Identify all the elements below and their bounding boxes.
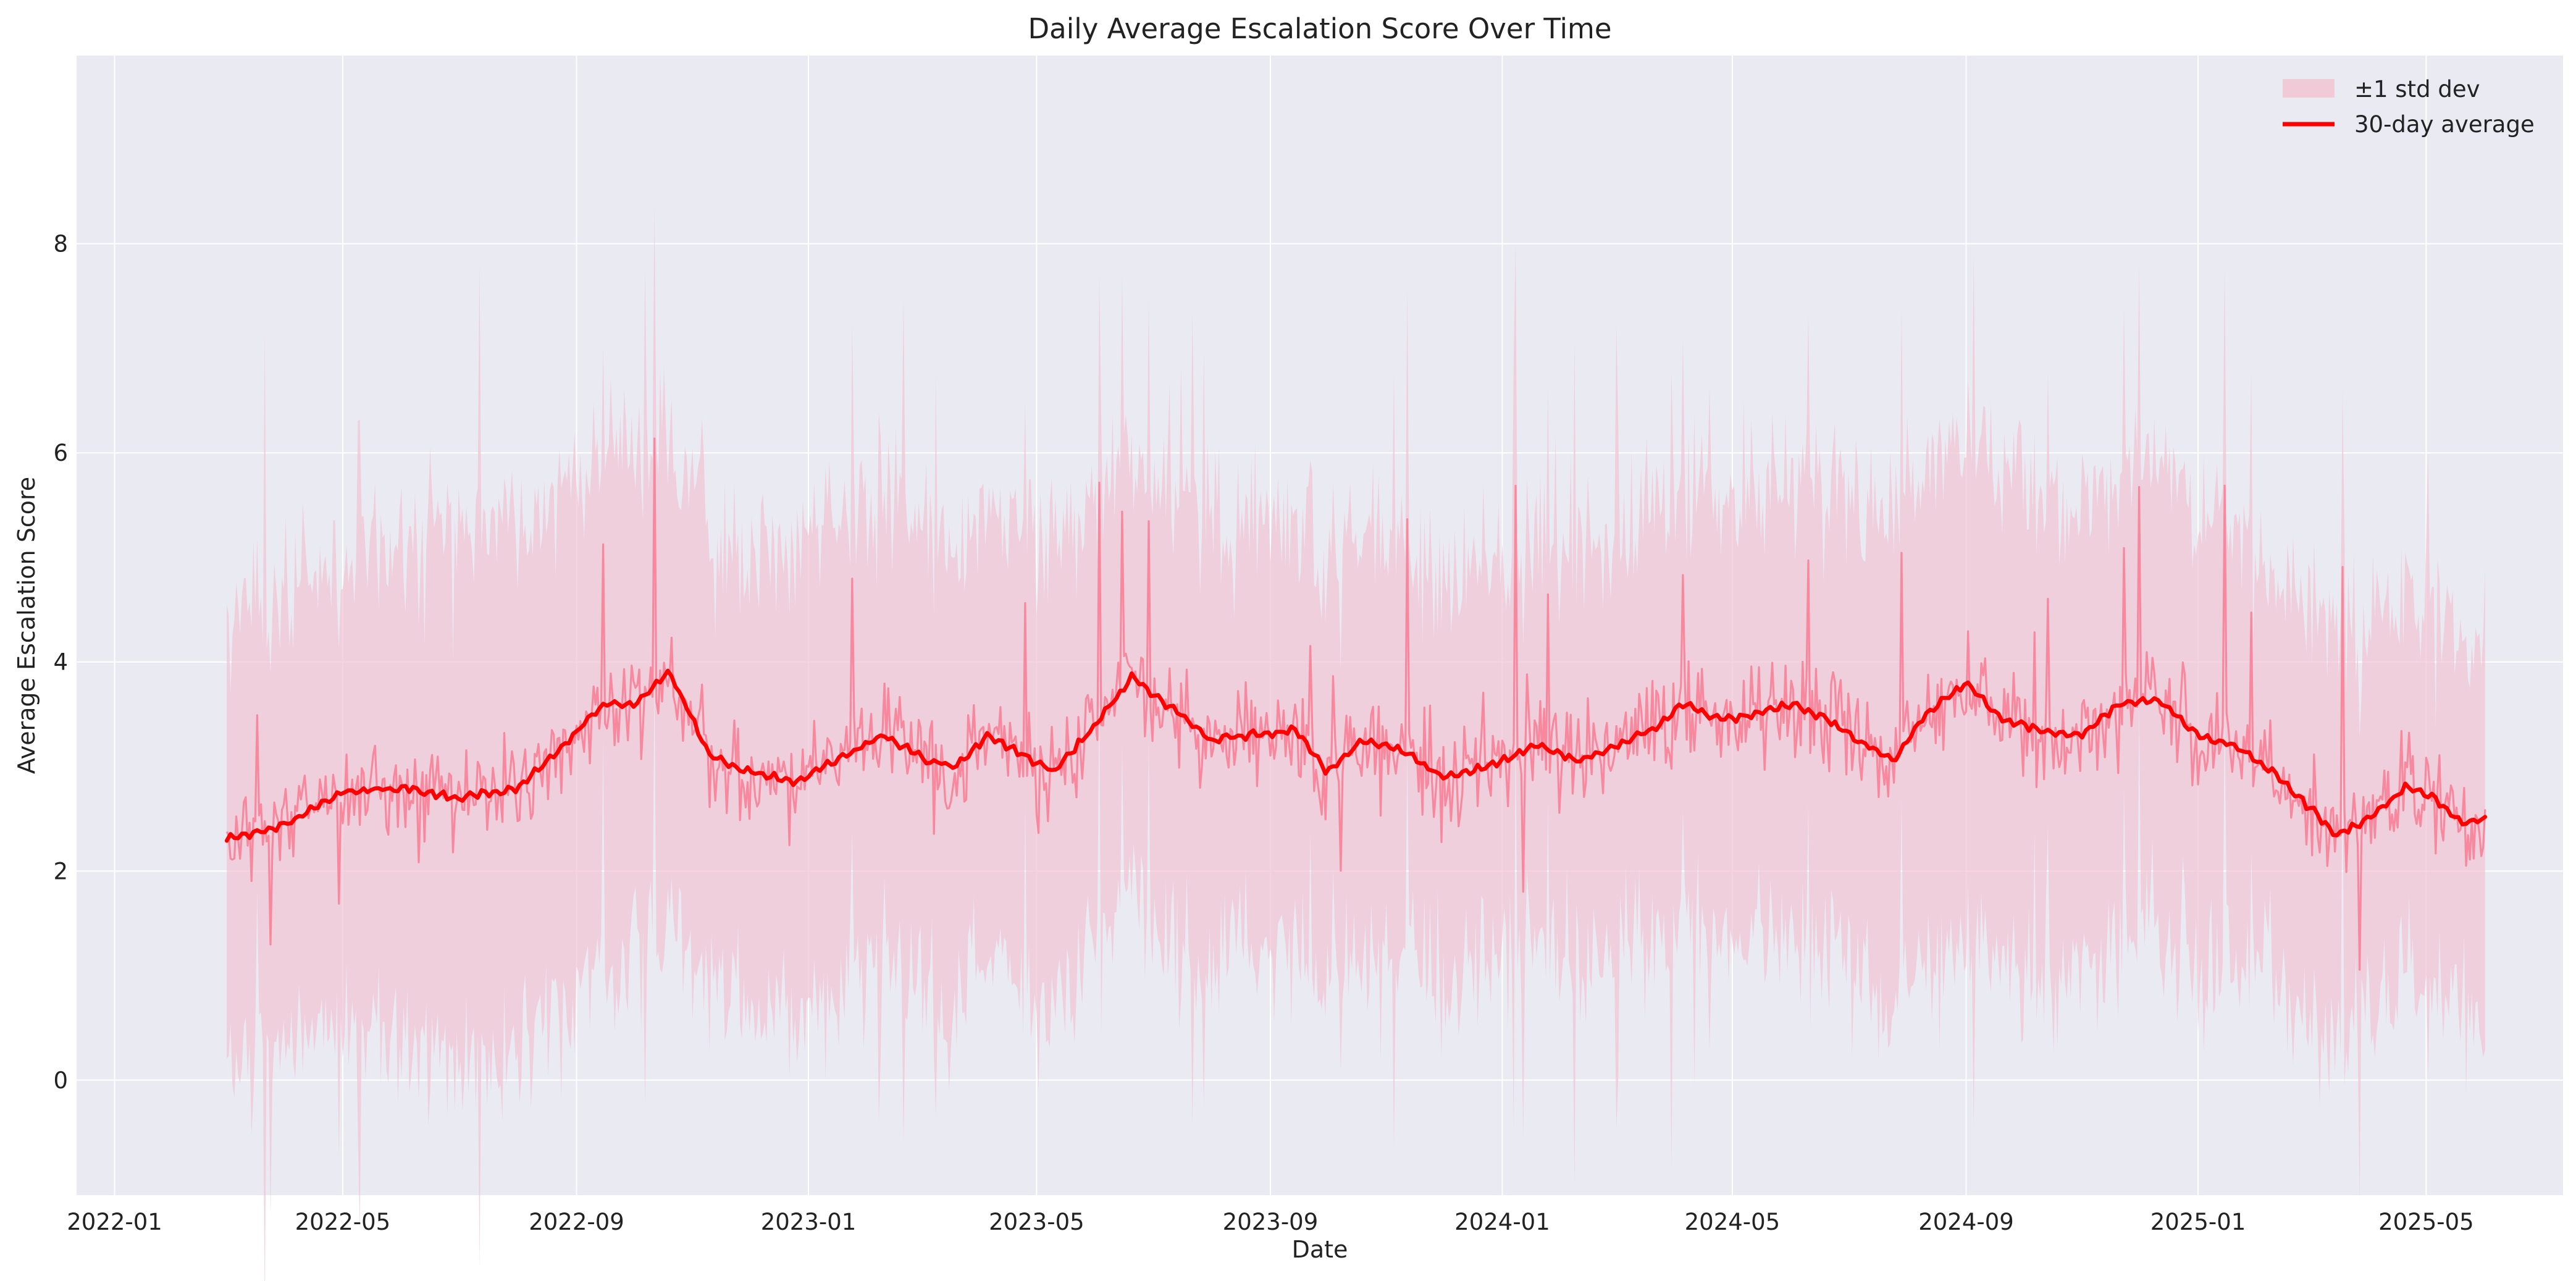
x-tick-label: 2023-09 [1223, 1209, 1319, 1235]
x-axis-label: Date [1292, 1236, 1348, 1263]
y-tick-label: 6 [53, 440, 68, 466]
daily-series-layer [225, 437, 2486, 971]
daily-average-line [225, 437, 2486, 971]
legend: ±1 std dev 30-day average [2283, 76, 2535, 138]
x-tick-label: 2025-05 [2378, 1209, 2474, 1235]
x-tick-labels: 2022-01 2022-05 2022-09 2023-01 2023-05 2023-… [67, 1209, 2473, 1235]
x-tick-label: 2024-01 [1454, 1209, 1550, 1235]
rolling-average-layer [224, 668, 2488, 843]
chart-title: Daily Average Escalation Score Over Time [1028, 12, 1611, 45]
x-tick-label: 2024-05 [1685, 1209, 1781, 1235]
y-tick-label: 0 [53, 1067, 68, 1094]
x-tick-label: 2022-05 [295, 1209, 391, 1235]
legend-label-std-dev: ±1 std dev [2354, 76, 2480, 103]
legend-swatch-std-dev [2283, 79, 2335, 98]
y-tick-label: 4 [53, 649, 68, 676]
x-tick-label: 2023-01 [761, 1209, 857, 1235]
legend-label-30-day-average: 30-day average [2354, 111, 2535, 138]
x-tick-label: 2023-05 [989, 1209, 1085, 1235]
x-tick-label: 2022-09 [529, 1209, 624, 1235]
x-tick-label: 2024-09 [1918, 1209, 2014, 1235]
y-tick-label: 8 [53, 231, 68, 258]
y-tick-labels: 0 2 4 6 8 [53, 231, 68, 1094]
x-tick-label: 2025-01 [2150, 1209, 2246, 1235]
y-tick-label: 2 [53, 858, 68, 884]
x-tick-label: 2022-01 [67, 1209, 162, 1235]
y-axis-label: Average Escalation Score [13, 477, 40, 774]
rolling-average-line [224, 668, 2488, 843]
